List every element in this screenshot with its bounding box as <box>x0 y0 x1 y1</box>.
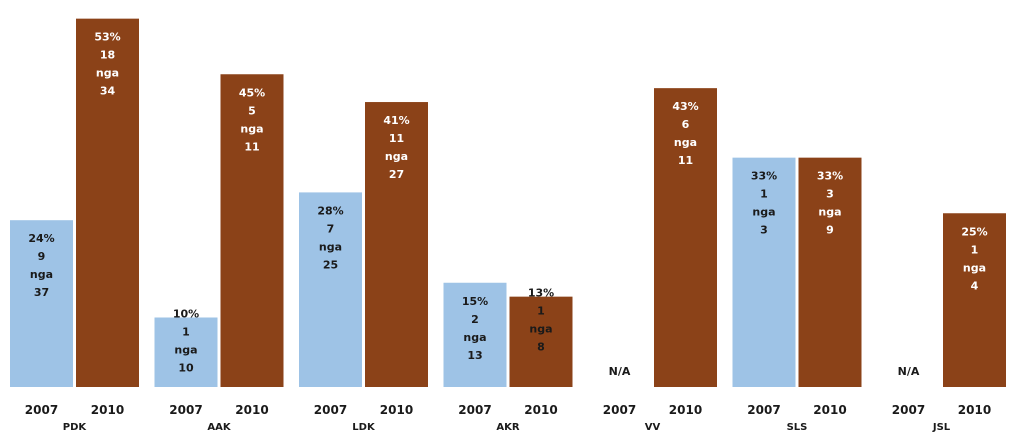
tick-label-jsl-2007: 2007 <box>892 403 925 417</box>
data-label-aak-2007-0: 10% <box>173 308 199 321</box>
category-label-ldk: LDK <box>352 422 376 433</box>
tick-label-pdk-2010: 2010 <box>91 403 124 417</box>
tick-label-sls-2007: 2007 <box>747 403 780 417</box>
bar-aak-2007 <box>154 317 218 387</box>
data-label-sls-2007-0: 33% <box>751 170 777 183</box>
tick-label-jsl-2010: 2010 <box>958 403 991 417</box>
category-label-aak: AAK <box>207 422 231 433</box>
data-label-ldk-2007-2: nga <box>319 240 342 253</box>
data-label-sls-2010-2: nga <box>818 206 841 219</box>
bars-layer <box>10 18 1006 388</box>
category-label-akr: AKR <box>496 422 519 433</box>
tick-label-aak-2007: 2007 <box>169 403 202 417</box>
bar-jsl-2010 <box>943 213 1006 387</box>
bar-akr-2007 <box>443 282 507 387</box>
labels-layer: 24%9nga3753%18nga3410%1nga1045%5nga1128%… <box>28 31 987 378</box>
data-label-ldk-2010-3: 27 <box>389 168 404 181</box>
bar-akr-2010 <box>509 296 573 387</box>
category-label-jsl: JSL <box>932 422 951 433</box>
bar-pdk-2010 <box>76 18 139 388</box>
data-label-aak-2010-1: 5 <box>248 104 256 117</box>
data-label-jsl-2010-1: 1 <box>971 243 979 256</box>
data-label-sls-2010-1: 3 <box>826 188 834 201</box>
data-label-vv-2010-1: 6 <box>682 118 690 131</box>
data-label-vv-2007-0: N/A <box>609 365 631 378</box>
data-label-sls-2007-2: nga <box>752 206 775 219</box>
tick-label-akr-2010: 2010 <box>524 403 557 417</box>
bar-ldk-2010 <box>365 102 428 388</box>
data-label-pdk-2007-1: 9 <box>38 250 46 263</box>
data-label-akr-2010-2: nga <box>529 323 552 336</box>
tick-label-vv-2010: 2010 <box>669 403 702 417</box>
data-label-pdk-2010-1: 18 <box>100 49 115 62</box>
tick-label-ldk-2010: 2010 <box>380 403 413 417</box>
data-label-pdk-2007-2: nga <box>30 268 53 281</box>
data-label-sls-2007-3: 3 <box>760 224 768 237</box>
category-label-sls: SLS <box>787 422 808 433</box>
bar-vv-2010 <box>654 88 717 388</box>
data-label-jsl-2010-0: 25% <box>961 225 987 238</box>
data-label-aak-2007-1: 1 <box>182 326 190 339</box>
data-label-ldk-2007-1: 7 <box>327 222 335 235</box>
data-label-jsl-2010-3: 4 <box>971 279 979 292</box>
data-label-aak-2007-3: 10 <box>178 362 194 375</box>
data-label-pdk-2007-0: 24% <box>28 232 54 245</box>
data-label-ldk-2010-0: 41% <box>383 114 409 127</box>
data-label-vv-2010-0: 43% <box>672 100 698 113</box>
data-label-pdk-2010-0: 53% <box>94 31 120 44</box>
data-label-pdk-2007-3: 37 <box>34 286 49 299</box>
bar-ldk-2007 <box>299 192 362 387</box>
data-label-akr-2010-0: 13% <box>528 287 554 300</box>
data-label-pdk-2010-2: nga <box>96 67 119 80</box>
data-label-ldk-2007-0: 28% <box>317 204 343 217</box>
bar-aak-2010 <box>220 74 284 387</box>
data-label-sls-2010-0: 33% <box>817 170 843 183</box>
category-label-vv: VV <box>645 422 661 433</box>
data-label-sls-2007-1: 1 <box>760 188 768 201</box>
data-label-aak-2007-2: nga <box>174 344 197 357</box>
bar-sls-2007 <box>732 157 796 387</box>
data-label-akr-2007-3: 13 <box>467 349 482 362</box>
data-label-akr-2007-0: 15% <box>462 295 488 308</box>
data-label-akr-2010-3: 8 <box>537 341 545 354</box>
data-label-jsl-2007-0: N/A <box>898 365 920 378</box>
data-label-vv-2010-2: nga <box>674 136 697 149</box>
category-label-pdk: PDK <box>63 422 88 433</box>
data-label-jsl-2010-2: nga <box>963 261 986 274</box>
data-label-ldk-2010-1: 11 <box>389 132 404 145</box>
data-label-sls-2010-3: 9 <box>826 224 834 237</box>
data-label-ldk-2007-3: 25 <box>323 258 338 271</box>
tick-label-akr-2007: 2007 <box>458 403 491 417</box>
data-label-akr-2007-1: 2 <box>471 313 479 326</box>
data-label-akr-2007-2: nga <box>463 331 486 344</box>
data-label-akr-2010-1: 1 <box>537 305 545 318</box>
data-label-pdk-2010-3: 34 <box>100 85 116 98</box>
data-label-ldk-2010-2: nga <box>385 150 408 163</box>
data-label-aak-2010-3: 11 <box>244 140 259 153</box>
bar-sls-2010 <box>798 157 862 387</box>
data-label-aak-2010-2: nga <box>240 122 263 135</box>
bar-pdk-2007 <box>10 220 73 387</box>
tick-label-pdk-2007: 2007 <box>25 403 58 417</box>
tick-label-sls-2010: 2010 <box>813 403 846 417</box>
data-label-aak-2010-0: 45% <box>239 86 265 99</box>
tick-label-aak-2010: 2010 <box>235 403 268 417</box>
tick-label-vv-2007: 2007 <box>603 403 636 417</box>
data-label-vv-2010-3: 11 <box>678 154 693 167</box>
tick-label-ldk-2007: 2007 <box>314 403 347 417</box>
